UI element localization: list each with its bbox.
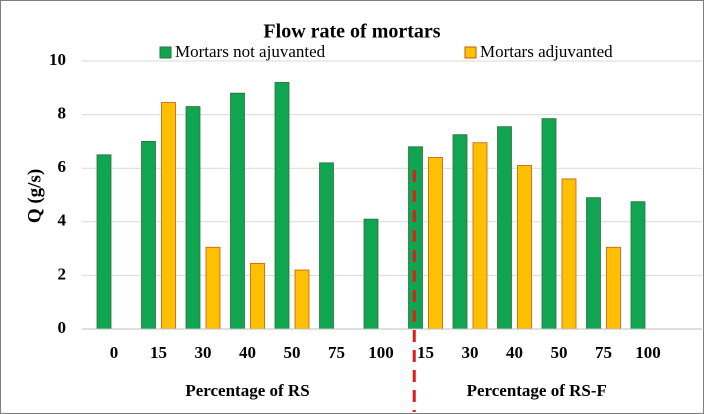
- bar: [230, 92, 245, 330]
- bar: [250, 262, 265, 330]
- bar: [472, 142, 488, 330]
- legend-label: Mortars not ajuvanted: [175, 42, 326, 61]
- x-tick-label: 100: [635, 343, 661, 362]
- y-tick-label: 2: [58, 264, 67, 283]
- x-tick-label: 0: [110, 343, 119, 362]
- x-tick-label: 15: [417, 343, 434, 362]
- x-tick-label: 100: [368, 343, 394, 362]
- bar: [205, 246, 221, 330]
- bar: [497, 126, 512, 330]
- bar: [517, 165, 532, 330]
- x-tick-label: 75: [328, 343, 345, 362]
- x-tick-label: 50: [284, 343, 301, 362]
- legend-label: Mortars adjuvanted: [480, 42, 613, 61]
- bar: [363, 218, 379, 330]
- x-tick-label: 15: [150, 343, 167, 362]
- y-tick-label: 0: [58, 318, 67, 337]
- x-tick-label: 40: [239, 343, 256, 362]
- bar: [161, 102, 176, 330]
- x-tick-label: 30: [462, 343, 479, 362]
- y-tick-label: 6: [58, 157, 67, 176]
- y-tick-label: 4: [58, 211, 67, 230]
- group-label: Percentage of RS-F: [467, 381, 607, 400]
- x-tick-label: 30: [195, 343, 212, 362]
- y-tick-label: 10: [49, 50, 66, 69]
- bar: [541, 118, 557, 330]
- bar: [630, 201, 646, 330]
- x-tick-label: 40: [506, 343, 523, 362]
- legend-swatch: [464, 46, 477, 59]
- bar: [141, 140, 156, 330]
- bar: [96, 154, 112, 330]
- chart-title: Flow rate of mortars: [263, 21, 440, 43]
- x-tick-label: 75: [595, 343, 612, 362]
- group-label: Percentage of RS: [185, 381, 309, 400]
- bar: [452, 134, 468, 330]
- bar: [586, 197, 601, 330]
- bar: [294, 269, 310, 330]
- bar: [319, 162, 334, 330]
- bar: [185, 106, 201, 330]
- bar: [274, 82, 290, 330]
- y-tick-label: 8: [58, 104, 67, 123]
- bar: [606, 246, 621, 330]
- bar: [561, 178, 577, 330]
- legend-swatch: [159, 46, 172, 59]
- x-tick-label: 50: [551, 343, 568, 362]
- y-axis-label: Q (g/s): [24, 169, 45, 223]
- bar: [428, 157, 443, 330]
